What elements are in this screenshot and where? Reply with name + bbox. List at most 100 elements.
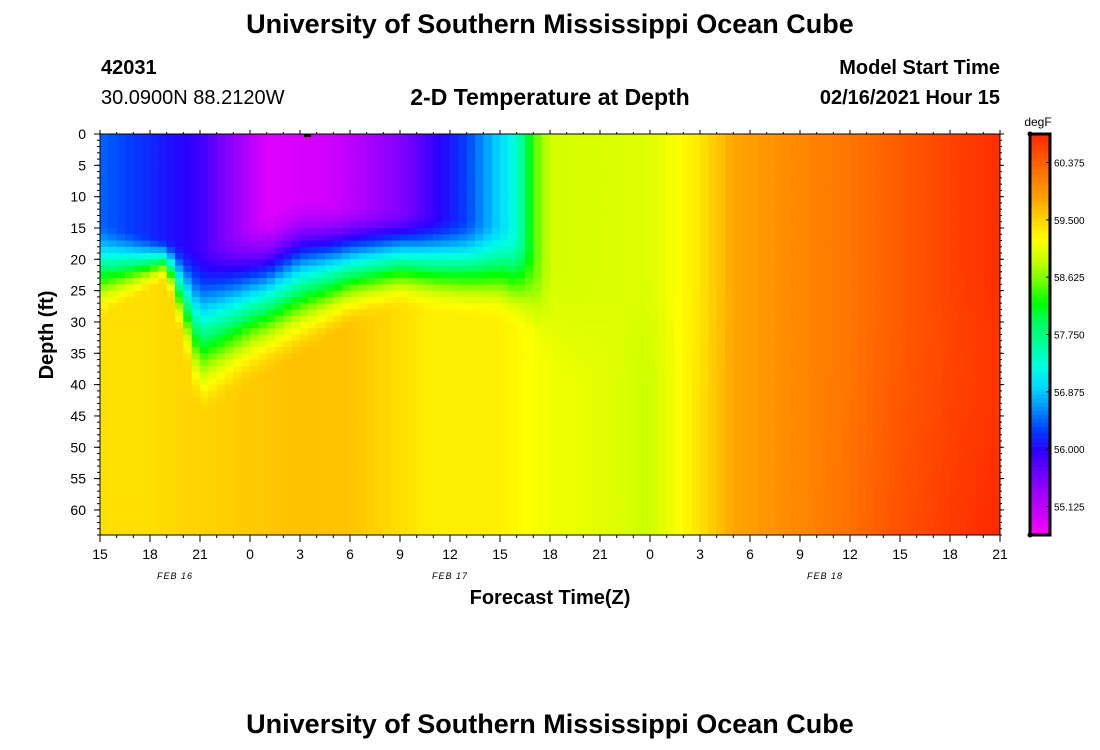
heatmap-cell [375, 441, 384, 448]
heatmap-cell [108, 441, 118, 448]
heatmap-cell [358, 184, 368, 191]
heatmap-cell [625, 196, 634, 204]
heatmap-cell [325, 303, 334, 311]
heatmap-cell [325, 202, 334, 210]
heatmap-cell [241, 503, 251, 511]
heatmap-cell [616, 528, 626, 535]
heatmap-cell [625, 353, 634, 361]
heatmap-cell [150, 177, 159, 185]
heatmap-cell [625, 146, 634, 154]
heatmap-cell [316, 290, 326, 298]
heatmap-cell [375, 334, 384, 342]
heatmap-cell [200, 528, 209, 535]
heatmap-cell [308, 152, 318, 160]
heatmap-cell [358, 522, 368, 530]
heatmap-cell [225, 334, 234, 342]
heatmap-cell [191, 240, 201, 248]
heatmap-cell [183, 397, 193, 405]
heatmap-cell [208, 459, 218, 467]
heatmap-cell [725, 390, 734, 398]
heatmap-cell [166, 234, 176, 242]
heatmap-cell [200, 265, 209, 273]
heatmap-cell [675, 403, 684, 411]
heatmap-cell [725, 340, 734, 348]
heatmap-cell [491, 190, 501, 198]
heatmap-cell [541, 253, 551, 260]
heatmap-cell [608, 472, 618, 480]
heatmap-cell [341, 152, 351, 160]
heatmap-cell [541, 259, 551, 267]
heatmap-cell [716, 353, 726, 361]
heatmap-cell [241, 328, 251, 336]
heatmap-cell [491, 378, 501, 386]
heatmap-cell [533, 441, 543, 448]
heatmap-cell [250, 246, 259, 254]
heatmap-cell [291, 484, 301, 492]
heatmap-cell [175, 503, 184, 511]
heatmap-cell [383, 378, 393, 386]
heatmap-cell [283, 359, 293, 367]
heatmap-cell [300, 528, 309, 535]
heatmap-cell [116, 403, 126, 411]
heatmap-cell [250, 202, 259, 210]
heatmap-cell [675, 372, 684, 379]
heatmap-cell [350, 296, 359, 304]
heatmap-cell [441, 315, 451, 323]
heatmap-cell [400, 202, 409, 210]
heatmap-cell [708, 234, 718, 242]
heatmap-cell [550, 497, 559, 505]
heatmap-cell [133, 422, 143, 430]
heatmap-cell [466, 215, 476, 223]
heatmap-cell [700, 309, 709, 317]
heatmap-cell [100, 397, 109, 405]
heatmap-cell [133, 253, 143, 260]
heatmap-cell [716, 303, 726, 311]
heatmap-cell [641, 271, 651, 279]
heatmap-cell [208, 428, 218, 436]
heatmap-cell [116, 334, 126, 342]
heatmap-cell [391, 484, 401, 492]
heatmap-cell [400, 290, 409, 298]
heatmap-cell [400, 516, 409, 524]
heatmap-cell [208, 497, 218, 505]
heatmap-cell [508, 491, 518, 499]
heatmap-cell [216, 528, 226, 535]
heatmap-cell [683, 152, 693, 160]
heatmap-cell [583, 415, 593, 423]
heatmap-cell [225, 466, 234, 473]
heatmap-cell [158, 259, 168, 267]
heatmap-cell [716, 196, 726, 204]
heatmap-cell [216, 140, 226, 148]
heatmap-cell [208, 522, 218, 530]
heatmap-cell [325, 209, 334, 217]
heatmap-cell [508, 246, 518, 254]
heatmap-cell [291, 359, 301, 367]
heatmap-cell [700, 409, 709, 417]
heatmap-cell [150, 278, 159, 285]
heatmap-cell [633, 190, 643, 198]
heatmap-cell [633, 422, 643, 430]
heatmap-cell [133, 372, 143, 379]
heatmap-cell [616, 184, 626, 191]
heatmap-cell [483, 202, 493, 210]
heatmap-cell [366, 340, 376, 348]
heatmap-cell [325, 453, 334, 461]
heatmap-cell [475, 152, 484, 160]
heatmap-cell [341, 321, 351, 329]
heatmap-cell [175, 409, 184, 417]
heatmap-cell [133, 378, 143, 386]
heatmap-cell [383, 190, 393, 198]
heatmap-cell [508, 234, 518, 242]
heatmap-cell [425, 296, 434, 304]
heatmap-cell [583, 240, 593, 248]
heatmap-cell [291, 365, 301, 373]
heatmap-cell [458, 328, 468, 336]
heatmap-cell [400, 347, 409, 354]
heatmap-cell [233, 309, 243, 317]
heatmap-cell [166, 415, 176, 423]
heatmap-cell [275, 359, 284, 367]
heatmap-cell [716, 466, 726, 473]
heatmap-cell [100, 372, 109, 379]
heatmap-cell [283, 503, 293, 511]
heatmap-cell [275, 215, 284, 223]
